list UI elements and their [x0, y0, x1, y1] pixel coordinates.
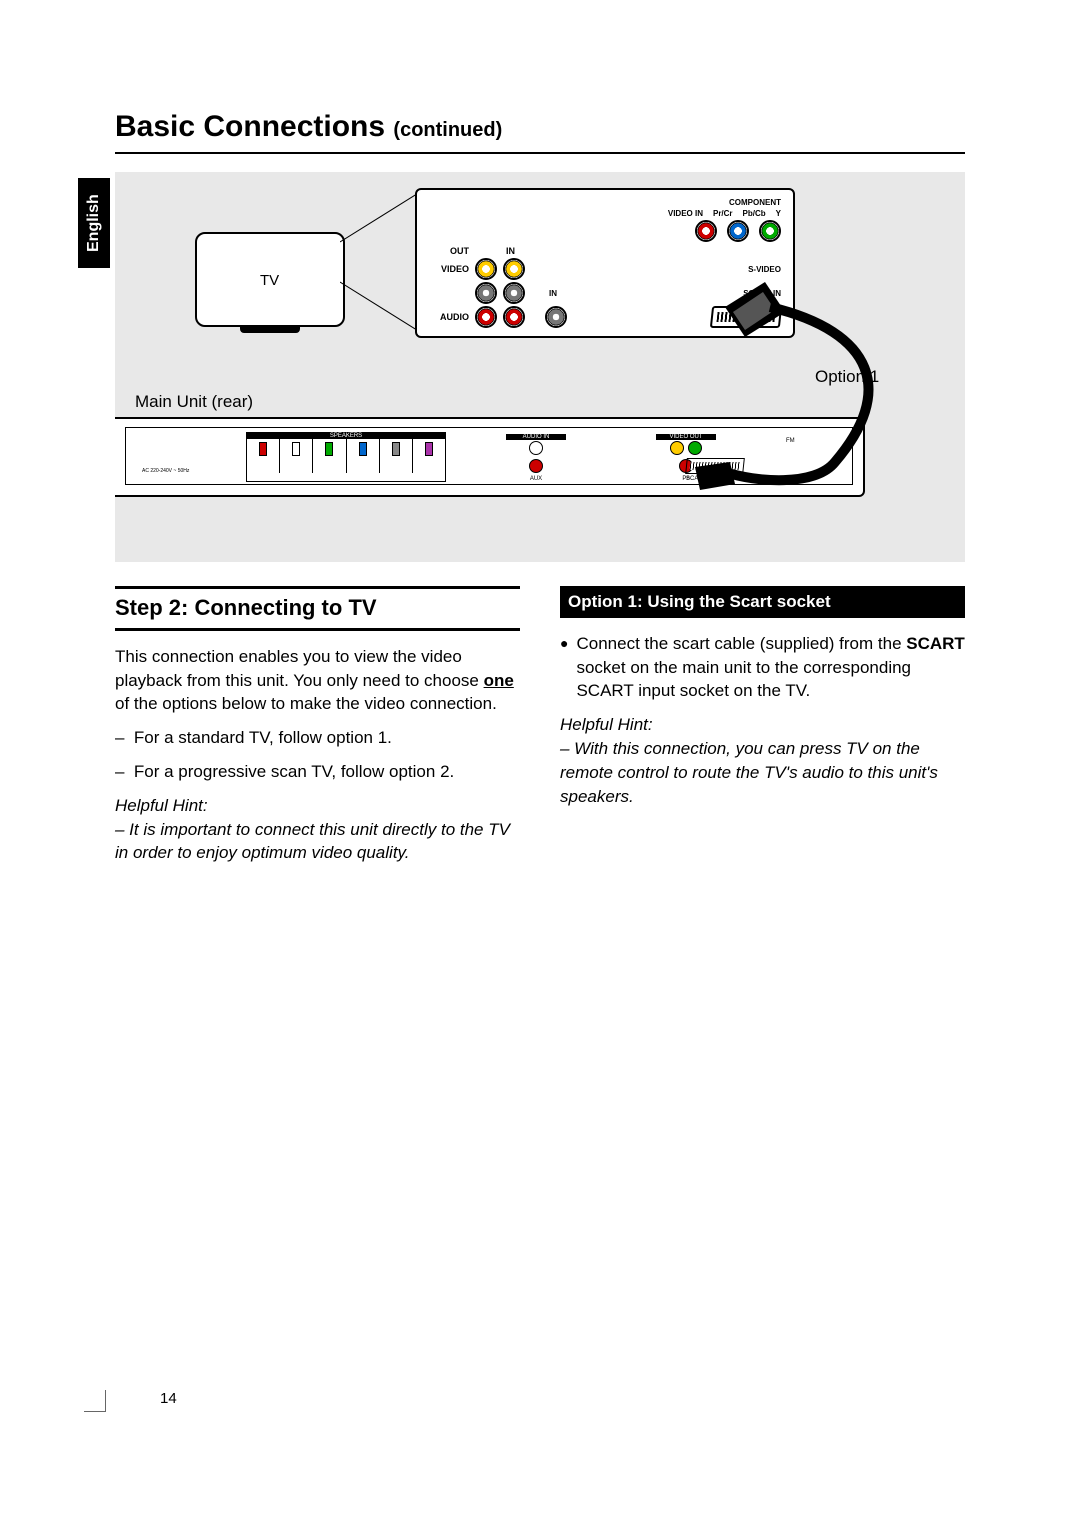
out-label: OUT [429, 246, 469, 256]
audioin-hdr: AUDIO IN [506, 434, 566, 440]
jack-sv2 [503, 282, 525, 304]
page-heading: Basic Connections (continued) [115, 110, 965, 154]
component-label: COMPONENT [729, 198, 781, 207]
text-columns: Step 2: Connecting to TV This connection… [115, 586, 965, 865]
scart-cable [675, 272, 915, 502]
bullet-row: ● Connect the scart cable (supplied) fro… [560, 632, 965, 703]
jack-pb [727, 220, 749, 242]
step-title: Step 2: Connecting to TV [115, 586, 520, 631]
videoin-label: VIDEO IN [668, 209, 703, 218]
intro-para: This connection enables you to view the … [115, 645, 520, 716]
audio-in-group: AUDIO IN AUX [506, 434, 566, 482]
bullet-text: Connect the scart cable (supplied) from … [576, 632, 965, 703]
b1c: socket on the main unit to the correspon… [576, 658, 911, 701]
opt1: For a standard TV, follow option 1. [134, 728, 392, 747]
jack-svideo-in [545, 306, 567, 328]
aux-label: AUX [506, 476, 566, 482]
jack-sv1 [475, 282, 497, 304]
language-tab: English [78, 178, 110, 268]
right-column: Option 1: Using the Scart socket ● Conne… [560, 586, 965, 865]
main-unit-label: Main Unit (rear) [135, 392, 253, 412]
hint-text-right: – With this connection, you can press TV… [560, 737, 965, 808]
opt1-line: – For a standard TV, follow option 1. [115, 726, 520, 750]
intro-bold: one [484, 671, 514, 690]
left-column: Step 2: Connecting to TV This connection… [115, 586, 520, 865]
b1b: SCART [906, 634, 965, 653]
jack-audio-l [503, 306, 525, 328]
jack-y [759, 220, 781, 242]
heading-continued: (continued) [393, 119, 502, 141]
svideo-in-label: IN [549, 289, 557, 298]
ac-label: AC 220-240V ~ 50Hz [142, 468, 189, 474]
connection-diagram: TV COMPONENT VIDEO IN Pr/Cr Pb/Cb Y OUT … [115, 172, 965, 562]
jack-pr [695, 220, 717, 242]
heading-title: Basic Connections [115, 110, 385, 143]
pbcb-label: Pb/Cb [743, 209, 766, 218]
opt2: For a progressive scan TV, follow option… [134, 762, 454, 781]
jack-audio-r [475, 306, 497, 328]
speaker-terminals: SPEAKERS [246, 432, 446, 482]
y-label: Y [776, 209, 781, 218]
bullet-icon: ● [560, 632, 568, 703]
hint-label-right: Helpful Hint: [560, 713, 965, 737]
video-label: VIDEO [429, 264, 469, 274]
in-label: IN [475, 246, 515, 256]
mini-l [529, 441, 543, 455]
opt2-line: – For a progressive scan TV, follow opti… [115, 760, 520, 784]
audio-label: AUDIO [429, 312, 469, 322]
b1a: Connect the scart cable (supplied) from … [576, 634, 906, 653]
prcr-label: Pr/Cr [713, 209, 733, 218]
intro1: This connection enables you to view the … [115, 647, 484, 690]
page-content: Basic Connections (continued) TV COMPONE… [115, 110, 965, 865]
crop-mark [84, 1390, 106, 1412]
hint-text-left: – It is important to connect this unit d… [115, 818, 520, 866]
tv-label: TV [260, 272, 279, 289]
jack-video-in [503, 258, 525, 280]
option-title: Option 1: Using the Scart socket [560, 586, 965, 618]
page-number: 14 [160, 1390, 177, 1407]
hint-label-left: Helpful Hint: [115, 794, 520, 818]
jack-video-out [475, 258, 497, 280]
callout-lines [340, 192, 420, 332]
intro2: of the options below to make the video c… [115, 694, 497, 713]
mini-r [529, 459, 543, 473]
